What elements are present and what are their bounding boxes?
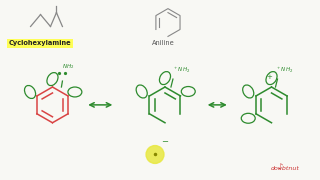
- Text: $-$: $-$: [161, 135, 169, 144]
- Text: $\mathit{NH_2}$: $\mathit{NH_2}$: [62, 62, 75, 71]
- Text: $+$: $+$: [266, 72, 273, 81]
- Text: Cyclohexylamine: Cyclohexylamine: [9, 40, 71, 46]
- Text: $\mathit{^+NH_2}$: $\mathit{^+NH_2}$: [276, 65, 294, 75]
- Text: $\mathit{^+NH_2}$: $\mathit{^+NH_2}$: [173, 65, 190, 75]
- Circle shape: [146, 146, 164, 163]
- Text: Aniline: Aniline: [152, 40, 175, 46]
- Text: doubtnut: doubtnut: [270, 166, 300, 171]
- Text: ♪: ♪: [277, 162, 283, 171]
